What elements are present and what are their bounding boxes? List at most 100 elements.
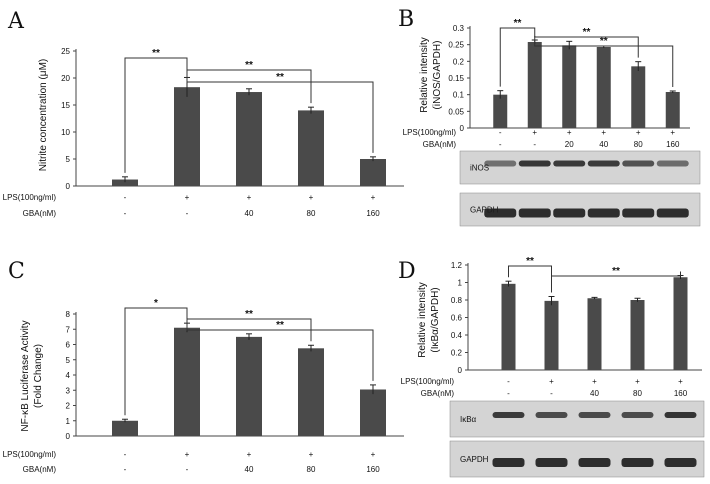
blot-band: [518, 208, 551, 218]
blot-band: [553, 208, 586, 218]
bar: [236, 92, 262, 186]
y-tick-label: 1: [66, 417, 71, 426]
blot-band: [484, 208, 517, 218]
y-tick-label: 0.1: [453, 91, 465, 100]
ylabel-a: Nitrite concentration (μM): [38, 59, 49, 171]
treatment-row-label: GBA(nM): [421, 389, 455, 398]
ylabel-c-line2: (Fold Change): [33, 344, 44, 408]
y-tick-label: 20: [61, 74, 70, 83]
chart-b: 0 0.05 0.1 0.15 0.2 0.25 0.3 ** ** ** LPS(100ng/ml…: [403, 18, 701, 227]
treatment-cell: +: [309, 193, 314, 202]
bar: [596, 47, 611, 128]
blot-band: [535, 458, 568, 467]
y-tick-label: 4: [66, 371, 71, 380]
ylabel-d-line2: (IκBα/GAPDH): [430, 287, 441, 352]
treatment-cell: -: [507, 389, 510, 398]
significance-bracket: [186, 69, 312, 104]
treatment-cell: +: [185, 193, 190, 202]
blot-label: GAPDH: [470, 206, 499, 215]
blot-band: [578, 458, 611, 467]
y-tick-label: 3: [66, 386, 71, 395]
blot-band: [622, 208, 655, 218]
treatment-cell: +: [670, 128, 675, 137]
y-tick-label: 5: [66, 356, 71, 365]
bar: [236, 336, 262, 436]
treatment-cell: +: [636, 128, 641, 137]
y-tick-label: 1.2: [451, 261, 463, 270]
treatment-cell: +: [247, 193, 252, 202]
y-tick-label: 0.6: [451, 314, 463, 323]
y-tick-label: 0: [460, 124, 465, 133]
blot-strip: [449, 440, 705, 478]
significance-bracket: [124, 307, 188, 416]
treatment-cell: +: [601, 128, 606, 137]
y-tick-label: 0.3: [453, 24, 465, 33]
blot-band: [664, 412, 697, 418]
bar: [527, 42, 542, 128]
y-tick-label: 0: [66, 432, 71, 441]
blot-label: IκBα: [460, 415, 477, 424]
treatment-cell: -: [124, 450, 127, 459]
bar: [587, 298, 602, 370]
bar: [501, 283, 516, 370]
ylabel-d-line1: Relative intensity: [417, 282, 428, 358]
ylabel-b-line1: Relative intensity: [419, 37, 430, 113]
bar: [360, 159, 386, 186]
treatment-cell: +: [549, 377, 554, 386]
panel-label-c: C: [8, 259, 25, 284]
blot-band: [535, 412, 568, 418]
treatment-cell: +: [371, 193, 376, 202]
significance-bracket: [551, 271, 681, 293]
treatment-cell: +: [532, 128, 537, 137]
blot-band: [622, 160, 655, 167]
y-tick-label: 0.4: [451, 331, 463, 340]
treatment-cell: 160: [366, 209, 380, 218]
y-tick-label: 0.2: [453, 57, 465, 66]
treatment-cell: -: [550, 389, 553, 398]
ylabel-b: Relative intensity (iNOS/GAPDH): [419, 37, 443, 113]
treatment-cell: -: [124, 193, 127, 202]
y-tick-label: 5: [66, 155, 71, 164]
treatment-cell: -: [507, 377, 510, 386]
treatment-cell: +: [635, 377, 640, 386]
treatment-cell: 40: [245, 209, 254, 218]
bar: [665, 92, 680, 128]
chart-d: 0 0.2 0.4 0.6 0.8 1 1.2 ** ** LPS(100ng/ml) - + + + + G…: [401, 256, 705, 478]
treatment-cell: +: [592, 377, 597, 386]
y-tick-label: 15: [61, 101, 70, 110]
significance-label: **: [514, 18, 522, 29]
blot-band: [492, 458, 525, 467]
bar: [630, 300, 645, 370]
treatment-row-label: LPS(100ng/ml): [3, 193, 57, 202]
treatment-cell: 160: [366, 465, 380, 474]
treatment-cell: -: [533, 140, 536, 149]
ylabel-b-line2: (iNOS/GAPDH): [432, 41, 443, 110]
treatment-cell: 80: [307, 209, 316, 218]
blot-band: [578, 412, 611, 418]
treatment-cell: 80: [307, 465, 316, 474]
y-tick-label: 10: [61, 128, 70, 137]
bar: [544, 300, 559, 370]
chart-a: 0 5 10 15 20 25 ** ** ** LPS(100ng/ml) - + + + + GBA(nM…: [3, 47, 404, 218]
treatment-cell: +: [678, 377, 683, 386]
y-tick-label: 0: [66, 182, 71, 191]
significance-bracket: [499, 27, 536, 87]
treatment-cell: 80: [633, 389, 642, 398]
panel-label-a: A: [7, 9, 25, 34]
blot-label: GAPDH: [460, 455, 489, 464]
bar: [112, 420, 138, 436]
treatment-cell: 160: [674, 389, 688, 398]
bar: [298, 110, 324, 186]
blot-band: [621, 458, 654, 467]
treatment-cell: -: [186, 209, 189, 218]
significance-label: **: [276, 72, 284, 83]
treatment-cell: -: [499, 128, 502, 137]
y-tick-label: 1: [458, 279, 463, 288]
significance-label: **: [245, 60, 253, 71]
bar: [174, 87, 200, 186]
treatment-cell: 160: [666, 140, 680, 149]
y-tick-label: 8: [66, 310, 71, 319]
treatment-cell: -: [186, 465, 189, 474]
blot-band: [518, 160, 551, 167]
